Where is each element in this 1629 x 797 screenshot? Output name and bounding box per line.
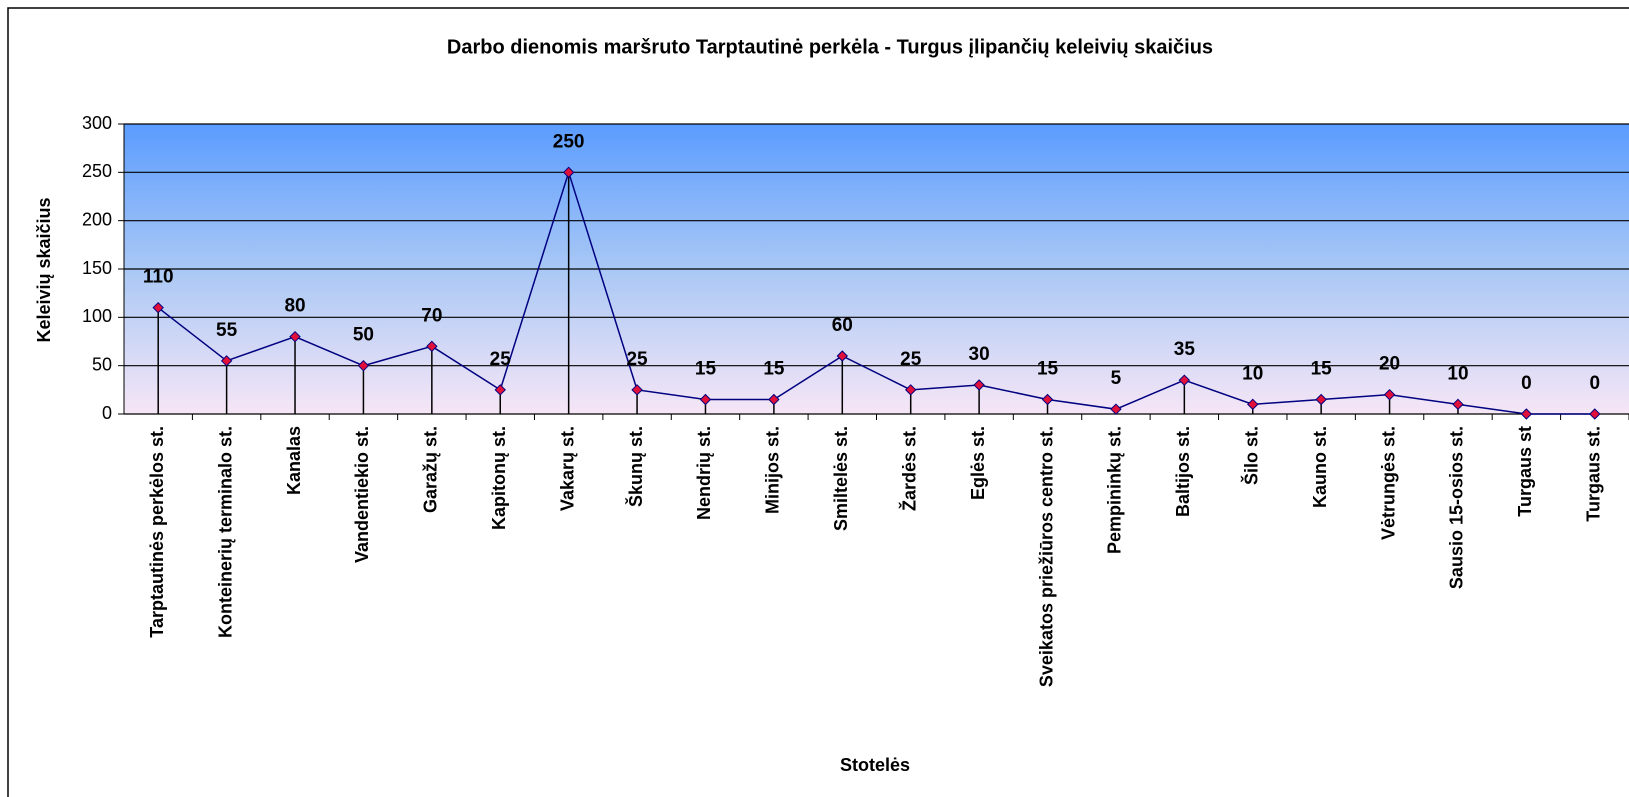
data-label: 35: [1174, 339, 1196, 360]
x-tick-label: Sausio 15-osios st.: [1447, 426, 1467, 589]
marker: [1178, 374, 1191, 386]
data-label: 15: [1037, 359, 1059, 380]
x-tick-label: Kauno st.: [1310, 426, 1330, 508]
y-tick-label: 100: [82, 306, 112, 326]
x-tick-label: Žardės st.: [898, 426, 919, 511]
x-tick-label: Vėtrungės st.: [1378, 426, 1398, 540]
marker: [494, 384, 506, 396]
data-label: 15: [695, 359, 717, 380]
data-label: 15: [763, 359, 785, 380]
data-label: 0: [1521, 373, 1532, 394]
x-tick-label: Turgaus st.: [1584, 426, 1604, 522]
line: [157, 169, 1595, 415]
data-label: 5: [1111, 368, 1122, 389]
x-tick-label: Minijos st.: [763, 426, 783, 514]
marker: [1589, 408, 1601, 420]
x-tick-label: Sveikatos priežiūros centro st.: [1036, 426, 1056, 687]
marker: [1110, 403, 1122, 415]
marker: [1315, 393, 1327, 406]
x-tick-label: Vakarų st.: [557, 426, 577, 511]
x-tick-label: Konteinerių terminalo st.: [215, 426, 235, 638]
x-tick-label: Pempininkų st.: [1105, 426, 1125, 554]
marker: [1383, 388, 1396, 401]
x-tick-label: Kanalas: [284, 426, 304, 495]
y-tick-label: 150: [82, 258, 112, 278]
x-tick-label: Garažų st.: [421, 426, 441, 513]
y-tick-label: 300: [82, 113, 112, 133]
marker: [631, 384, 643, 396]
x-tick-label: Kapitonų st.: [489, 426, 509, 530]
x-tick-label: Tarptautinės perkėlos st.: [147, 426, 167, 638]
marker: [426, 340, 438, 353]
data-label: 110: [143, 267, 174, 288]
y-axis-label: Keleivių skaičius: [34, 197, 54, 342]
marker: [1041, 393, 1054, 406]
marker: [357, 359, 370, 372]
data-label: 80: [284, 296, 305, 317]
x-tick-label: Nendrių st.: [694, 426, 714, 520]
marker: [289, 330, 301, 343]
y-tick-label: 200: [82, 209, 112, 229]
x-tick-label: Vandentiekio st.: [352, 426, 372, 563]
marker: [152, 301, 164, 314]
marker: [1520, 408, 1533, 420]
x-tick-label: Baltijos st.: [1173, 426, 1193, 517]
y-tick-label: 50: [92, 354, 112, 374]
x-axis-label: Stotelės: [840, 755, 910, 775]
data-label: 25: [626, 349, 648, 370]
y-tick-label: 250: [82, 161, 112, 181]
data-label: 60: [832, 315, 853, 336]
data-label: 10: [1447, 363, 1468, 384]
data-label: 25: [900, 349, 922, 370]
marker: [836, 350, 849, 362]
marker: [220, 355, 233, 367]
marker: [1452, 398, 1464, 411]
marker: [904, 384, 917, 396]
data-label: 30: [969, 344, 990, 365]
data-label: 0: [1590, 373, 1601, 394]
marker: [562, 166, 575, 179]
marker: [768, 393, 780, 406]
y-tick-label: 0: [102, 403, 112, 423]
marker: [1247, 398, 1259, 411]
data-label: 250: [553, 131, 585, 152]
data-label: 10: [1242, 363, 1263, 384]
data-label: 70: [421, 305, 442, 326]
chart-title: Darbo dienomis maršruto Tarptautinė perk…: [447, 36, 1213, 58]
data-label: 50: [353, 325, 374, 346]
x-tick-label: Eglės st.: [968, 426, 988, 500]
data-label: 55: [216, 320, 238, 341]
x-tick-label: Škunų st.: [625, 426, 646, 507]
x-tick-label: Turgaus st: [1515, 426, 1535, 517]
data-label: 15: [1311, 359, 1333, 380]
x-tick-label: Smiltelės st.: [831, 426, 851, 531]
x-tick-label: Šilo st.: [1241, 426, 1262, 485]
marker: [973, 379, 985, 391]
marker: [699, 393, 712, 406]
data-label: 25: [490, 349, 512, 370]
data-label: 20: [1379, 354, 1400, 375]
